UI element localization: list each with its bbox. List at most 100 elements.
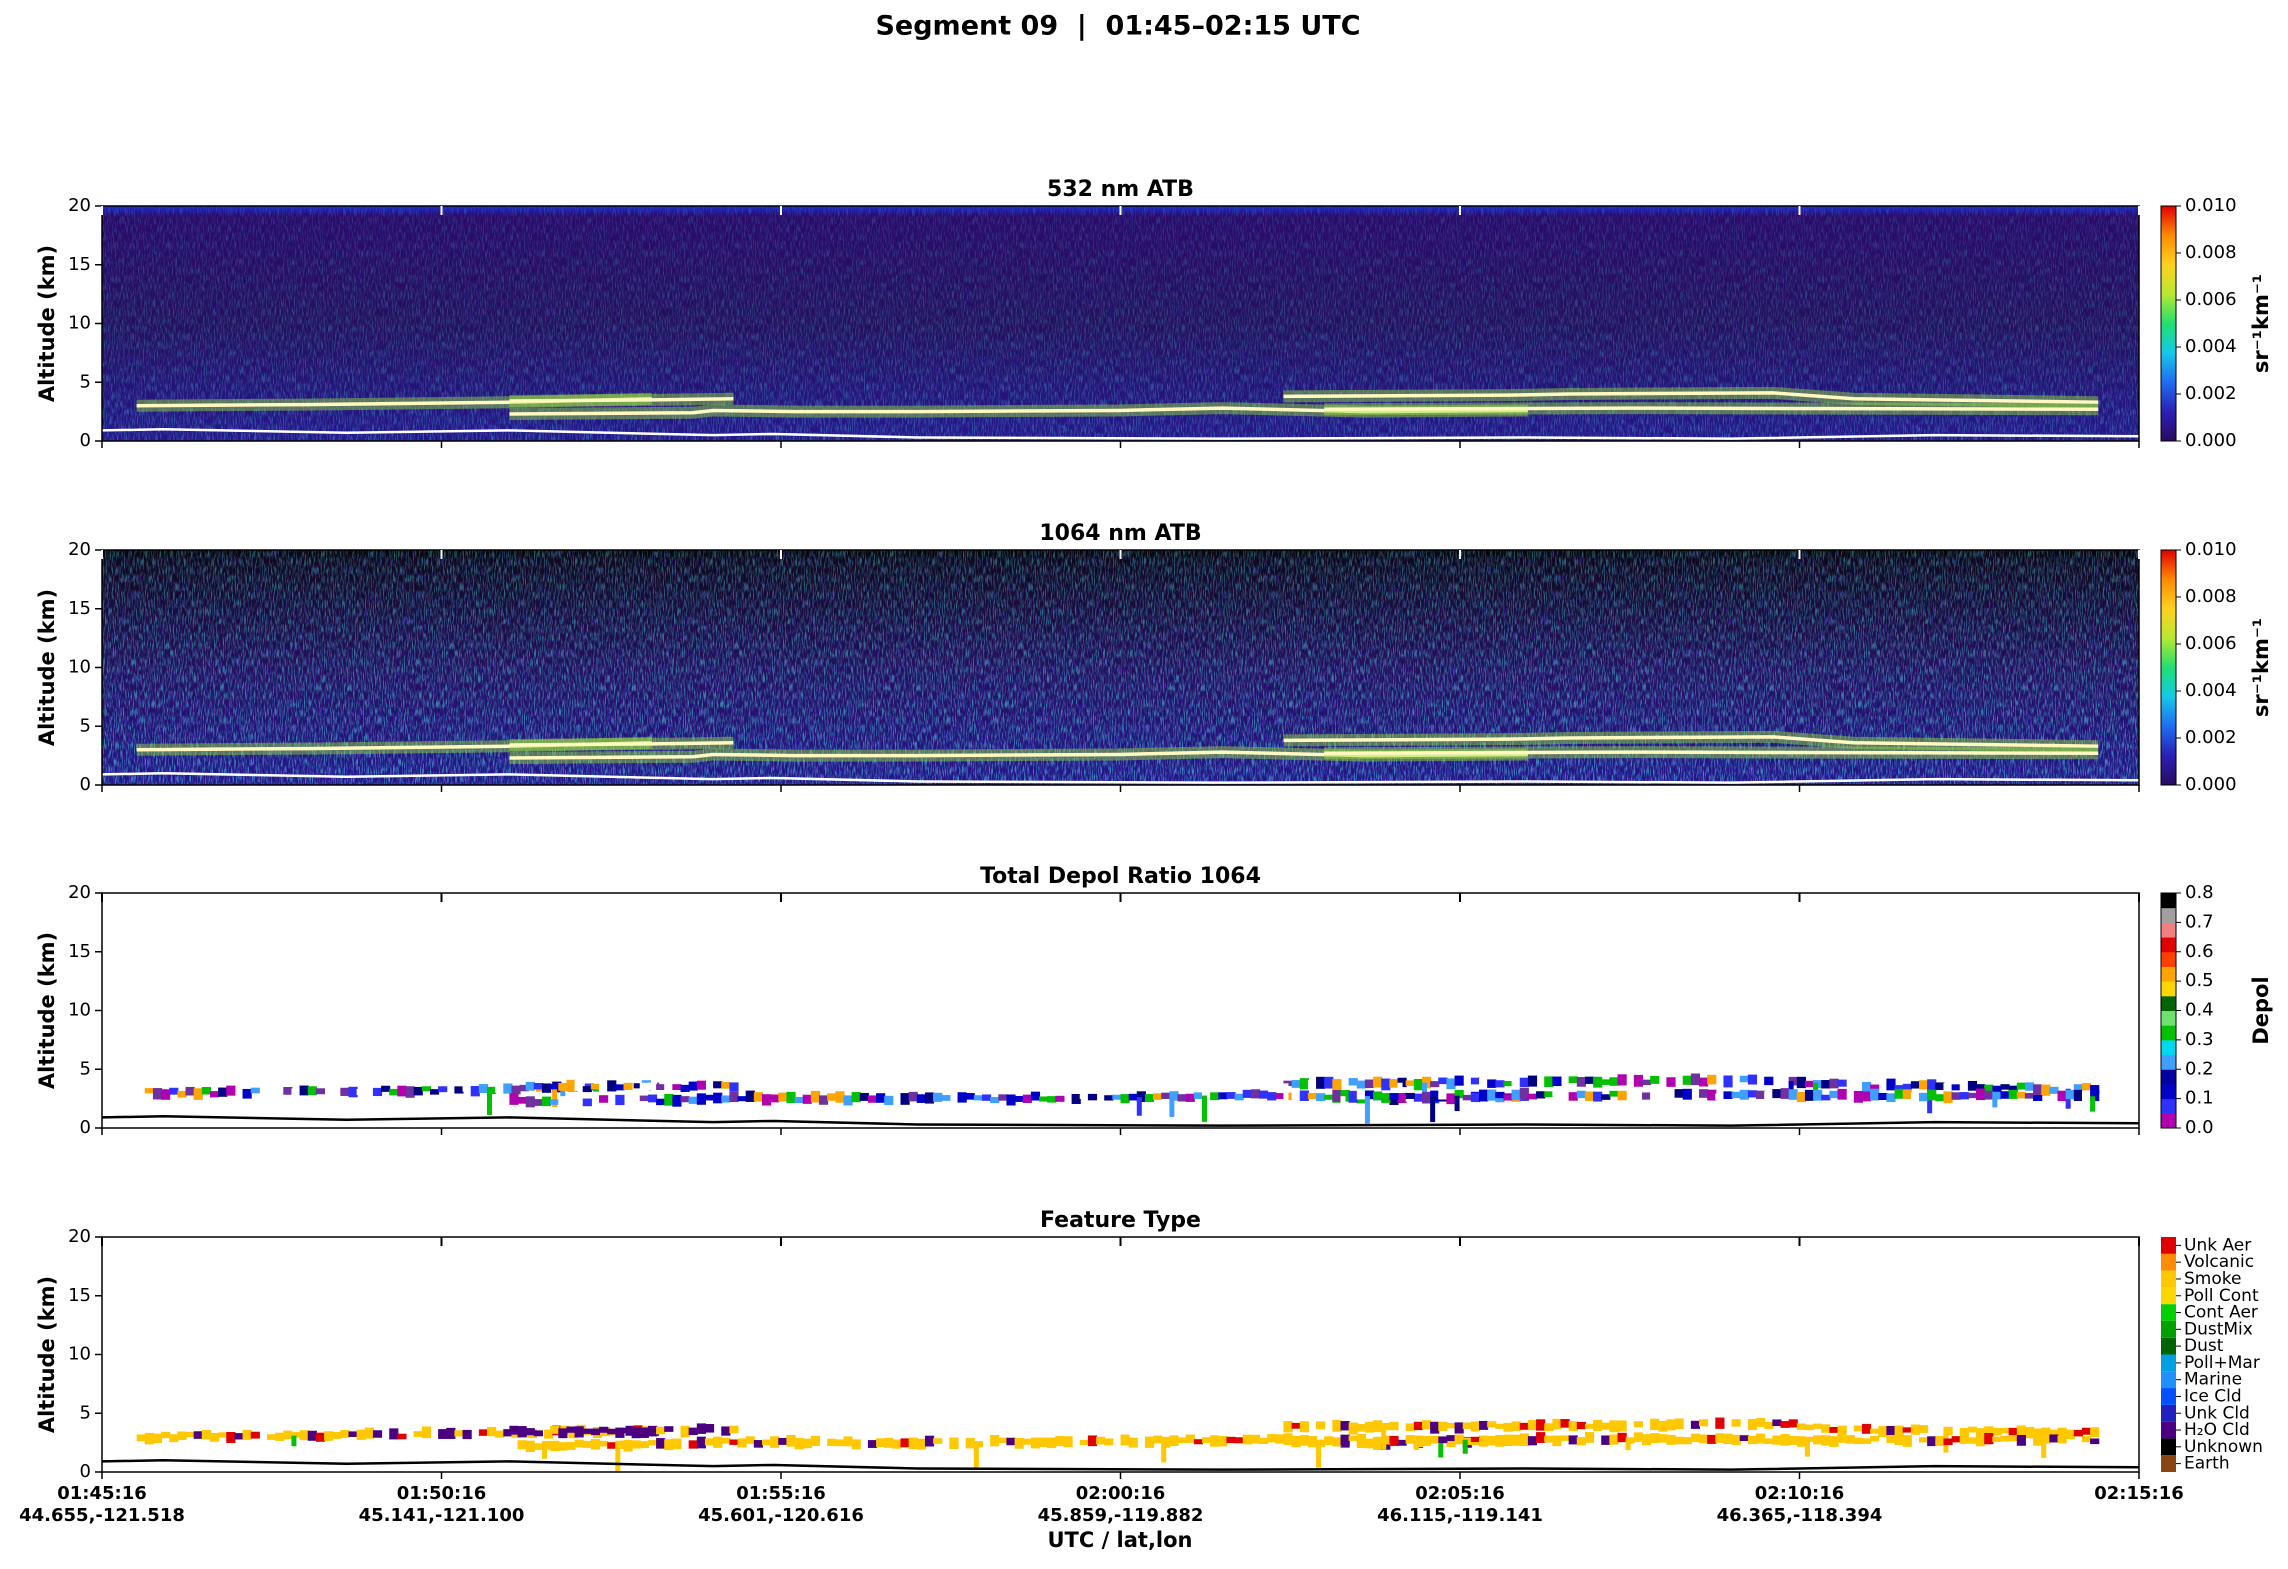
panel-title: Feature Type (1040, 1208, 1201, 1233)
feature-column (973, 1442, 979, 1469)
feature-cell (1837, 1079, 1847, 1087)
feature-cell (2073, 1429, 2083, 1437)
feature-cell (1487, 1089, 1497, 1101)
feature-cell (753, 1440, 764, 1448)
feature-cell (688, 1440, 698, 1449)
feature-cell (1446, 1078, 1456, 1090)
feature-cell (688, 1427, 698, 1436)
feature-cell (1894, 1425, 1904, 1437)
colorbar-cell (2161, 1371, 2176, 1389)
feature-cell (1764, 1091, 1774, 1101)
feature-cell (1756, 1433, 1766, 1444)
feature-cell (2008, 1089, 2018, 1099)
colorbar-category: Dust (2184, 1336, 2224, 1356)
feature-cell (218, 1432, 228, 1438)
feature-cell (1902, 1427, 1912, 1433)
feature-cell (1658, 1420, 1668, 1432)
y-tick-label: 20 (68, 539, 91, 560)
feature-cell (525, 1081, 535, 1091)
feature-cell (136, 1434, 146, 1442)
feature-cell (1128, 1437, 1138, 1448)
feature-cell (1536, 1432, 1546, 1443)
feature-cell (1731, 1091, 1741, 1099)
feature-cell (949, 1437, 959, 1450)
feature-cell (356, 1429, 366, 1440)
colorbar-tick-label: 0.3 (2185, 1029, 2214, 1050)
feature-cell (1470, 1077, 1481, 1085)
colorbar-tick-label: 0.8 (2185, 882, 2214, 903)
feature-cell (1617, 1432, 1627, 1443)
feature-cell (1120, 1094, 1130, 1104)
panel-title: 1064 nm ATB (1039, 521, 1201, 546)
feature-cell (1079, 1439, 1089, 1445)
feature-cell (1389, 1436, 1399, 1444)
feature-cell (438, 1429, 448, 1439)
feature-cell (1454, 1422, 1464, 1434)
feature-cell (680, 1425, 690, 1438)
feature-cell (900, 1438, 910, 1448)
ground-line (102, 1114, 2139, 1127)
panel: 532 nm ATB Altitude (km) 0 5 10 15 20 0.000 0.00… (35, 177, 2273, 451)
feature-cell (1633, 1421, 1643, 1428)
feature-cell (1495, 1094, 1505, 1103)
feature-cell (672, 1438, 682, 1450)
colorbar-cell (2161, 1113, 2176, 1129)
feature-cell (729, 1091, 739, 1103)
feature-cell (315, 1088, 326, 1095)
feature-cell (1951, 1092, 1961, 1100)
feature-cell (1984, 1090, 1994, 1100)
feature-cell (1193, 1092, 1203, 1099)
feature-cell (1055, 1095, 1065, 1102)
feature-cell (1650, 1075, 1660, 1084)
x-tick-label: 01:45:16 (57, 1483, 147, 1504)
feature-cell (2073, 1089, 2083, 1102)
feature-cell (2057, 1435, 2067, 1444)
feature-cell (990, 1435, 1000, 1447)
feature-cell (590, 1439, 601, 1450)
feature-cell (566, 1441, 576, 1450)
feature-cell (664, 1093, 674, 1106)
feature-cell (770, 1094, 780, 1103)
feature-cell (1910, 1424, 1921, 1435)
y-tick-label: 5 (80, 1058, 91, 1079)
feature-cell (1136, 1091, 1146, 1102)
feature-cell (1299, 1435, 1309, 1446)
feature-cell (1601, 1435, 1611, 1445)
feature-cell (1536, 1419, 1546, 1431)
feature-cell (1519, 1422, 1529, 1430)
feature-cell (1837, 1088, 1847, 1100)
feature-cell (786, 1434, 796, 1447)
feature-cell (1234, 1437, 1244, 1444)
feature-cell (1462, 1094, 1472, 1101)
x-tick-coord: 45.859,-119.882 (1038, 1505, 1204, 1526)
feature-cell (1096, 1436, 1106, 1445)
feature-cell (713, 1436, 723, 1448)
feature-cell (1519, 1087, 1529, 1100)
panel: Feature Type Altitude (km) 0 5 10 15 20 01:45:1… (19, 1208, 2263, 1526)
layer-core (509, 396, 734, 403)
feature-cell (1544, 1076, 1554, 1087)
colorbar-tick-label: 0.006 (2185, 289, 2237, 310)
feature-cell (533, 1430, 544, 1437)
x-tick-label: 02:10:16 (1755, 1483, 1845, 1504)
colorbar-cell (2161, 1025, 2176, 1041)
feature-cell (1699, 1419, 1709, 1427)
feature-cell (1201, 1437, 1212, 1444)
feature-cell (1747, 1419, 1758, 1431)
feature-cell (509, 1093, 519, 1105)
feature-cell (916, 1438, 926, 1450)
feature-cell (1446, 1422, 1456, 1429)
feature-cell (2049, 1434, 2059, 1443)
feature-column (291, 1435, 297, 1447)
feature-cell (778, 1092, 788, 1102)
feature-cell (1641, 1079, 1652, 1086)
feature-cell (908, 1437, 918, 1450)
feature-cell (582, 1086, 592, 1093)
feature-cell (413, 1431, 423, 1437)
feature-cell (1291, 1079, 1301, 1088)
feature-cell (348, 1086, 358, 1098)
feature-cell (1560, 1090, 1570, 1100)
feature-cell (721, 1095, 731, 1103)
feature-cell (1511, 1089, 1521, 1100)
feature-cell (1177, 1094, 1187, 1102)
